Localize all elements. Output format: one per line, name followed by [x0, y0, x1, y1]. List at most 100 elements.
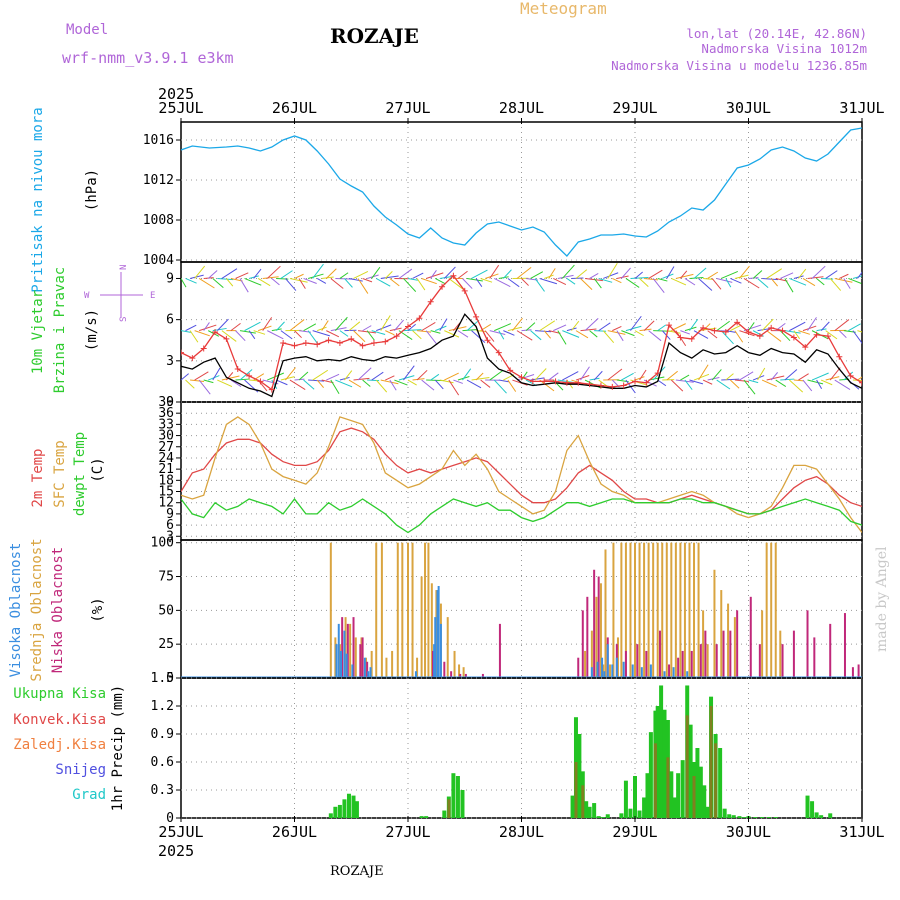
gust-marker — [257, 378, 264, 385]
precip-bar-ukupna — [619, 813, 624, 818]
wind-arrow — [757, 278, 769, 289]
precip-panel: 0 0.3 0.6 0.9 1.2 1.5 — [151, 671, 863, 826]
precip-bar-ukupna — [655, 706, 660, 818]
wind-arrow — [739, 330, 755, 337]
precip-bar-ukupna — [766, 817, 771, 818]
wind-arrow — [516, 266, 532, 279]
wind-arrow — [643, 320, 655, 331]
wind-arrow — [703, 277, 714, 280]
wind-arrow — [716, 320, 730, 332]
precip-bar-ukupna — [705, 806, 710, 818]
wind-arrow — [326, 330, 340, 338]
clouds-bar-srednja — [620, 542, 623, 678]
clouds-ytick-label: 50 — [158, 603, 174, 618]
clouds-bar-visoka — [649, 664, 652, 678]
wind-arrow — [403, 329, 422, 332]
wind-arrow — [489, 330, 506, 335]
precip-bar-ukupna — [727, 814, 732, 818]
clouds-bar-srednja — [733, 617, 736, 678]
wind-arrow — [730, 278, 742, 284]
wind-arrow — [548, 268, 556, 279]
clouds-bar-visoka — [367, 671, 370, 678]
precip-bar-konvek — [709, 706, 713, 818]
gust-marker — [597, 382, 604, 389]
clouds-bar-niska — [813, 637, 816, 678]
gust-marker — [529, 378, 536, 385]
clouds-bar-visoka — [436, 590, 439, 678]
wind-arrow — [625, 325, 642, 332]
wind-arrow — [480, 277, 493, 283]
wind-arrow — [802, 278, 816, 287]
clouds-ytick-label: 100 — [151, 536, 174, 551]
clouds-bar-visoka — [601, 657, 604, 678]
wind-arrow — [748, 379, 759, 384]
wind-arrow — [344, 370, 353, 381]
clouds-bar-srednja — [375, 542, 378, 678]
wind-arrow — [307, 273, 324, 279]
clouds-bar-niska — [366, 661, 369, 678]
wind-arrow — [212, 367, 221, 381]
temperature-ytick-label: 33 — [158, 417, 174, 432]
temp-unit: (C) — [90, 457, 106, 482]
wind-arrow — [303, 278, 317, 284]
x-label-bottom: 30JUL — [726, 823, 771, 841]
temp-ylabel3: dewpt Temp — [72, 432, 88, 516]
precip-bar-ukupna — [642, 797, 647, 818]
compass-east: E — [150, 291, 155, 301]
wind-arrow — [571, 320, 580, 331]
clouds-bar-srednja — [458, 664, 461, 678]
temperature-line-dewpt-temp — [181, 497, 862, 534]
clouds-bar-srednja — [693, 542, 696, 678]
gust-marker — [643, 379, 650, 386]
model-altitude-label: Nadmorska Visina u modelu 1236.85m — [611, 58, 867, 73]
clouds-bar-niska — [677, 657, 680, 678]
clouds-bar-srednja — [430, 583, 433, 678]
cloud-ylabel-mid: Srednja Oblacnost — [29, 538, 45, 681]
wind-arrow — [244, 278, 262, 286]
compass-rose: N S W E — [84, 265, 155, 322]
clouds-bar-srednja — [360, 637, 363, 678]
gust-marker — [575, 379, 582, 386]
wind-arrow — [375, 379, 388, 393]
wind-arrow — [666, 370, 678, 381]
pressure-ytick-label: 1012 — [143, 173, 174, 188]
clouds-bar-srednja — [652, 542, 655, 678]
clouds-bar-visoka — [596, 661, 599, 678]
wind-arrow — [784, 278, 794, 293]
wind-arrow — [857, 330, 862, 333]
gust-marker — [847, 372, 854, 379]
precip-bar-ukupna — [814, 812, 819, 818]
clouds-bar-visoka — [640, 667, 643, 678]
wind-arrow — [693, 330, 709, 339]
wind-arrow — [371, 266, 381, 279]
gust-marker — [518, 374, 525, 381]
clouds-bar-visoka — [672, 667, 675, 678]
clouds-bar-visoka — [335, 644, 338, 678]
gust-marker — [859, 379, 862, 386]
clouds-bar-visoka — [363, 657, 366, 678]
wind-arrow — [353, 271, 369, 279]
wind-arrow — [684, 278, 696, 286]
temperature-ytick-label: 12 — [158, 496, 174, 511]
clouds-bar-niska — [636, 644, 639, 678]
wind-arrow — [648, 269, 663, 279]
wind-arrow — [230, 323, 241, 332]
gust-marker — [790, 334, 797, 341]
clouds-bar-niska — [586, 596, 589, 678]
precip-bar-ukupna — [698, 766, 703, 818]
gust-marker — [234, 366, 241, 373]
wind-arrow — [266, 265, 281, 279]
wind-arrow — [348, 277, 363, 282]
wind-arrow — [430, 269, 437, 279]
wind-arrow — [226, 372, 234, 381]
precip-bar-ukupna — [760, 817, 765, 818]
gust-marker — [473, 313, 480, 320]
wind-arrow — [321, 320, 329, 331]
precip-bar-ukupna — [451, 773, 456, 818]
wind-arrow — [648, 330, 662, 342]
wind-arrow — [439, 318, 448, 331]
gust-marker — [382, 338, 389, 345]
wind-unit: (m/s) — [84, 309, 100, 351]
wind-arrow — [312, 263, 324, 279]
clouds-bar-srednja — [453, 650, 456, 678]
